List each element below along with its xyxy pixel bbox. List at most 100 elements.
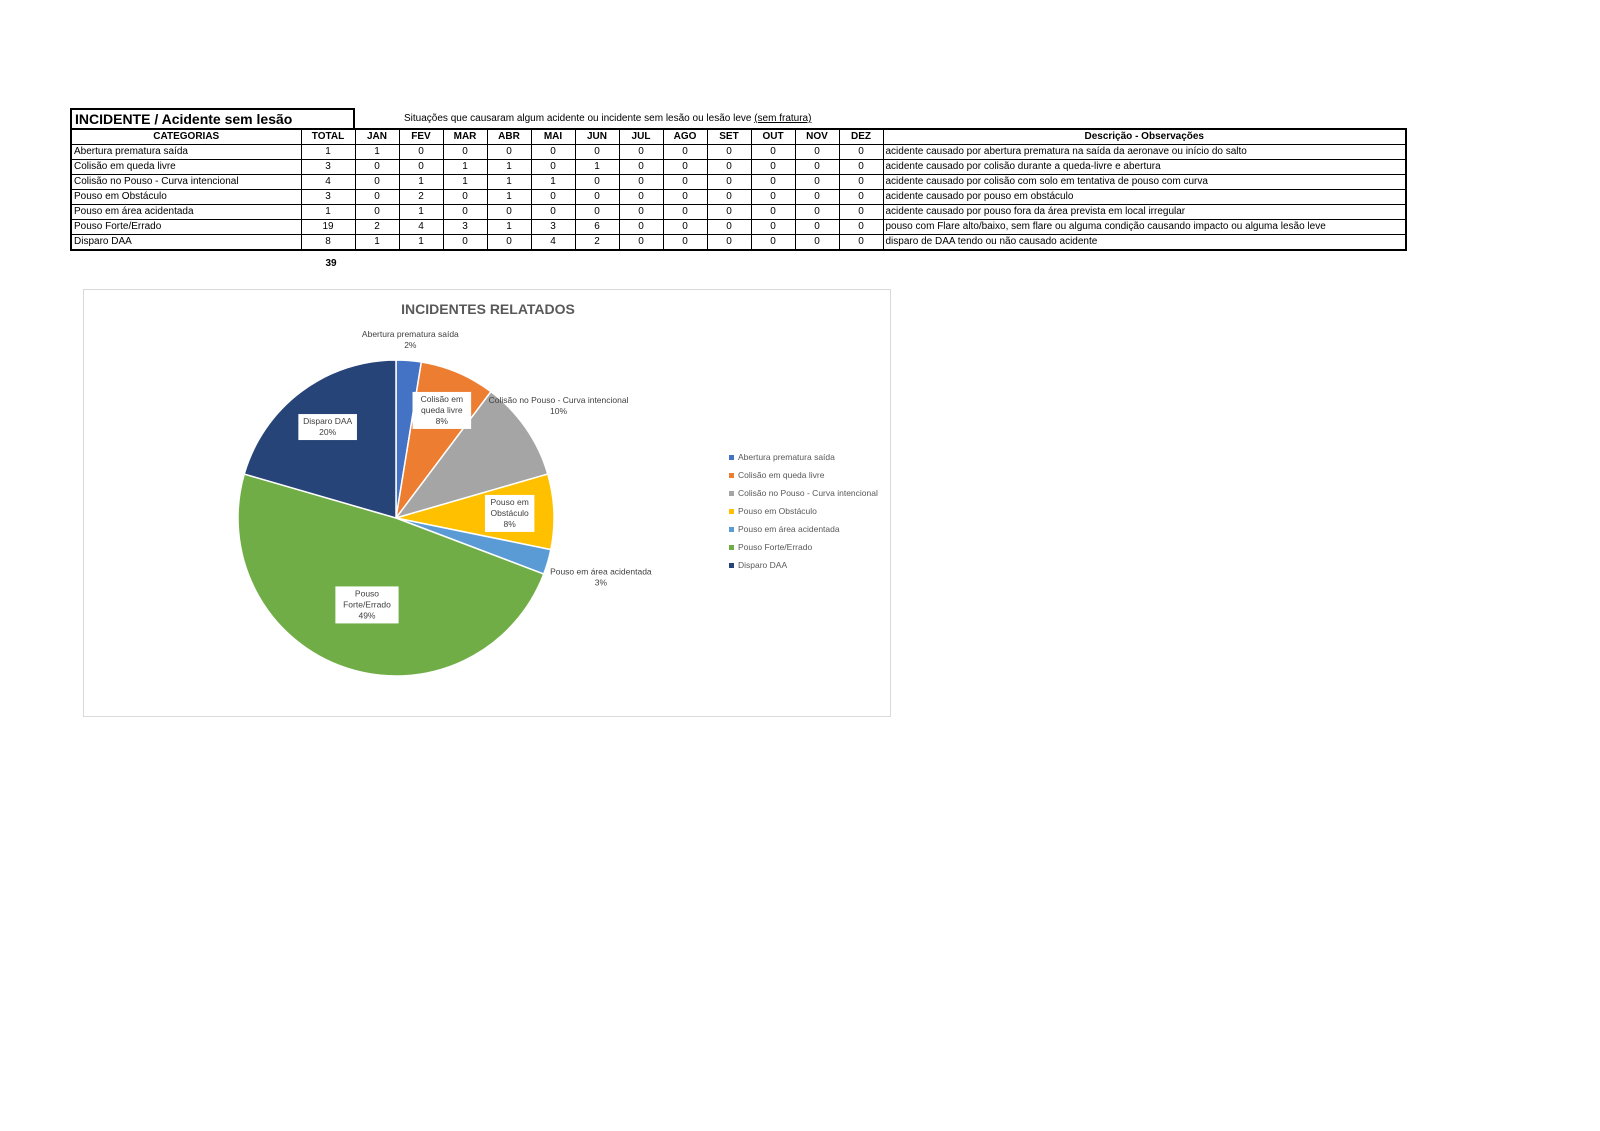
legend-item-colisao-em-queda-livre: Colisão em queda livre [738,470,825,480]
header-descricao: Descrição - Observações [882,128,1407,145]
legend-swatch [729,509,734,514]
month-cell: 0 [750,189,796,205]
month-cell: 0 [750,144,796,160]
month-cell: 0 [662,144,708,160]
month-cell: 6 [574,219,620,235]
description-cell: pouso com Flare alto/baixo, sem flare ou… [882,219,1407,235]
month-cell: 0 [530,189,576,205]
header-month-out: OUT [750,128,796,145]
month-cell: 0 [354,159,400,175]
description-cell: acidente causado por abertura prematura … [882,144,1407,160]
category-cell: Pouso Forte/Errado [70,219,302,235]
month-cell: 0 [662,189,708,205]
category-cell: Abertura prematura saída [70,144,302,160]
header-month-abr: ABR [486,128,532,145]
header-month-mar: MAR [442,128,488,145]
legend-item-pouso-em-obstaculo: Pouso em Obstáculo [738,506,817,516]
legend-item-abertura-prematura-saida: Abertura prematura saída [738,452,835,462]
total-cell: 19 [300,219,356,235]
month-cell: 0 [662,159,708,175]
month-cell: 1 [398,234,444,251]
month-cell: 0 [442,189,488,205]
month-cell: 0 [838,174,884,190]
month-cell: 0 [618,174,664,190]
total-cell: 8 [300,234,356,251]
legend-item-pouso-forte-errado: Pouso Forte/Errado [738,542,812,552]
month-cell: 0 [794,189,840,205]
pie-slice-pouso-forte-errado [237,473,545,677]
table-row: Pouso Forte/Errado 19 2 4 3 1 3 6 0 0 0 0 0 0 pouso co… [70,219,1407,235]
month-cell: 0 [398,144,444,160]
month-cell: 0 [618,234,664,251]
month-cell: 0 [706,234,752,251]
header-month-jun: JUN [574,128,620,145]
category-cell: Pouso em Obstáculo [70,189,302,205]
pie-label-category: Colisão no Pouso - Curva intencional [489,395,629,405]
pie-label-category: Pouso em área acidentada [550,566,652,576]
pie-label-percent: 2% [404,340,417,350]
month-cell: 0 [794,234,840,251]
month-cell: 0 [838,144,884,160]
legend-item-colisao-no-pouso-curva-intencional: Colisão no Pouso - Curva intencional [738,488,878,498]
pie-chart-svg: INCIDENTES RELATADOS Abertura prematura … [237,301,878,677]
pie-label-category: Abertura prematura saída [362,329,459,339]
month-cell: 0 [794,159,840,175]
pie-label-box [335,586,399,624]
month-cell: 1 [354,144,400,160]
month-cell: 3 [530,219,576,235]
month-cell: 0 [750,219,796,235]
pie-label-percent: 20% [319,427,336,437]
month-cell: 1 [442,159,488,175]
month-cell: 0 [354,204,400,220]
month-cell: 3 [442,219,488,235]
total-cell: 3 [300,159,356,175]
pie-label-percent: 3% [595,577,608,587]
month-cell: 0 [794,144,840,160]
legend-swatch [729,491,734,496]
month-cell: 1 [354,234,400,251]
month-cell: 2 [398,189,444,205]
table-row: Disparo DAA 8 1 1 0 0 4 2 0 0 0 0 0 0 disparo de DAA t… [70,234,1407,251]
sheet-title: INCIDENTE / Acidente sem lesão [70,108,355,128]
legend-swatch [729,473,734,478]
total-cell: 1 [300,144,356,160]
header-categorias: CATEGORIAS [70,128,302,145]
month-cell: 0 [530,159,576,175]
month-cell: 1 [486,159,532,175]
table-row: Pouso em área acidentada 1 0 1 0 0 0 0 0 0 0 0 0 0 aci… [70,204,1407,220]
pie-label-category: Disparo DAA [303,416,352,426]
month-cell: 0 [794,174,840,190]
month-cell: 1 [486,174,532,190]
month-cell: 0 [706,144,752,160]
month-cell: 0 [838,189,884,205]
chart-title: INCIDENTES RELATADOS [401,301,575,317]
legend-swatch [729,563,734,568]
pie-label-category: Pouso [355,588,379,598]
month-cell: 0 [618,159,664,175]
header-month-ago: AGO [662,128,708,145]
month-cell: 0 [706,189,752,205]
month-cell: 0 [618,219,664,235]
caption-text: Situações que causaram algum acidente ou… [404,113,752,124]
month-cell: 0 [838,204,884,220]
pie-label-percent: 8% [436,416,449,426]
month-cell: 1 [398,204,444,220]
month-cell: 1 [442,174,488,190]
description-cell: acidente causado por colisão durante a q… [882,159,1407,175]
header-month-jan: JAN [354,128,400,145]
total-cell: 3 [300,189,356,205]
month-cell: 0 [354,189,400,205]
month-cell: 0 [662,219,708,235]
pie-label-box [298,414,357,441]
description-cell: acidente causado por pouso em obstáculo [882,189,1407,205]
pie-slice-colisao-no-pouso-curva-intencional [394,390,549,520]
month-cell: 0 [574,189,620,205]
month-cell: 0 [530,204,576,220]
pie-label-category: Colisão em [421,394,464,404]
pie-label-percent: 8% [504,519,517,529]
